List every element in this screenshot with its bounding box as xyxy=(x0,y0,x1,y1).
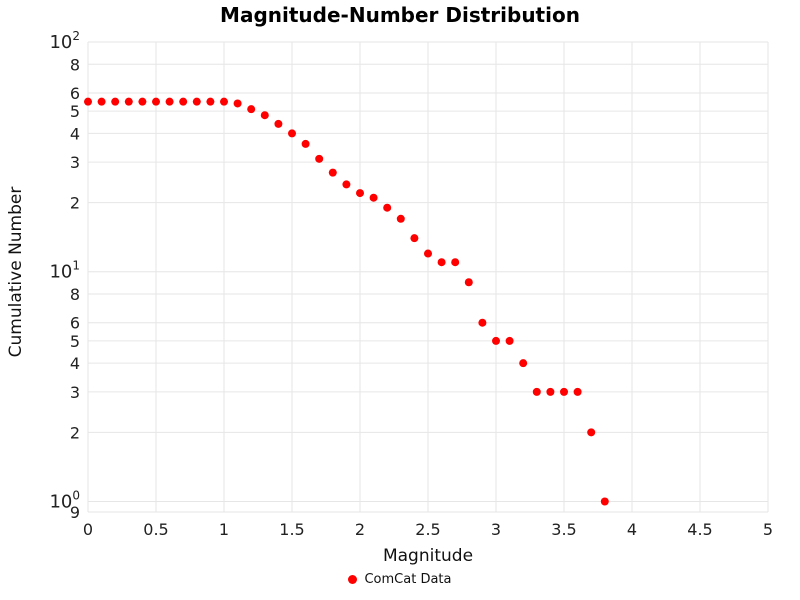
data-point[interactable] xyxy=(288,129,296,138)
data-point[interactable] xyxy=(532,387,541,396)
y-tick-label: 9 xyxy=(70,503,80,522)
y-tick-label: 4 xyxy=(70,354,80,373)
x-tick-label: 3 xyxy=(491,520,501,539)
data-point[interactable] xyxy=(315,154,324,163)
data-point[interactable] xyxy=(437,258,446,267)
y-tick-label: 3 xyxy=(70,153,80,172)
x-tick-label: 1 xyxy=(219,520,229,539)
data-point[interactable] xyxy=(165,97,174,106)
data-point[interactable] xyxy=(396,214,405,223)
data-point[interactable] xyxy=(84,97,92,106)
data-point[interactable] xyxy=(464,278,473,287)
data-point[interactable] xyxy=(233,99,242,108)
data-point[interactable] xyxy=(505,336,514,345)
data-point[interactable] xyxy=(111,97,120,106)
y-tick-label: 6 xyxy=(70,84,80,103)
data-point[interactable] xyxy=(206,97,215,106)
data-point[interactable] xyxy=(192,97,201,106)
data-point[interactable] xyxy=(152,97,160,106)
data-point[interactable] xyxy=(546,387,555,396)
y-tick-label: 4 xyxy=(70,124,80,143)
data-point[interactable] xyxy=(124,97,133,106)
data-point[interactable] xyxy=(478,318,487,327)
y-tick-label: 8 xyxy=(70,55,80,74)
x-tick-label: 3.5 xyxy=(551,520,576,539)
y-tick-label: 2 xyxy=(70,423,80,442)
y-tick-label: 5 xyxy=(70,102,80,121)
data-point[interactable] xyxy=(600,497,609,506)
data-point[interactable] xyxy=(342,180,351,189)
x-tick-label: 4 xyxy=(627,520,637,539)
data-point[interactable] xyxy=(451,258,460,267)
data-point[interactable] xyxy=(247,105,256,114)
y-tick-label: 101 xyxy=(49,259,80,283)
y-tick-label: 3 xyxy=(70,383,80,402)
legend-marker-icon xyxy=(348,575,358,584)
x-tick-label: 1.5 xyxy=(279,520,304,539)
y-tick-label: 6 xyxy=(70,314,80,333)
data-point[interactable] xyxy=(356,189,364,198)
chart-title: Magnitude-Number Distribution xyxy=(220,3,580,27)
data-point[interactable] xyxy=(573,387,582,396)
data-point[interactable] xyxy=(260,111,269,120)
data-point[interactable] xyxy=(301,139,310,148)
x-tick-label: 0 xyxy=(83,520,93,539)
data-point[interactable] xyxy=(274,119,283,128)
data-point[interactable] xyxy=(328,168,337,177)
data-point[interactable] xyxy=(383,203,392,212)
x-tick-label: 0.5 xyxy=(143,520,168,539)
data-point[interactable] xyxy=(492,336,500,345)
data-point[interactable] xyxy=(179,97,188,106)
data-point[interactable] xyxy=(220,97,228,106)
y-axis-title: Cumulative Number xyxy=(6,186,26,358)
x-tick-label: 2.5 xyxy=(415,520,440,539)
x-tick-label: 5 xyxy=(763,520,773,539)
data-point[interactable] xyxy=(587,428,596,437)
data-point[interactable] xyxy=(369,193,378,202)
x-tick-label: 4.5 xyxy=(687,520,712,539)
y-tick-label: 102 xyxy=(49,29,80,53)
legend-label: ComCat Data xyxy=(364,572,452,587)
data-point[interactable] xyxy=(410,234,419,243)
legend-item[interactable]: ComCat Data xyxy=(0,572,800,587)
data-point[interactable] xyxy=(97,97,106,106)
y-tick-label: 5 xyxy=(70,332,80,351)
y-tick-label: 2 xyxy=(70,194,80,213)
y-tick-label: 100 xyxy=(49,488,80,512)
y-tick-label: 8 xyxy=(70,285,80,304)
data-point[interactable] xyxy=(138,97,147,106)
data-point[interactable] xyxy=(519,359,528,368)
x-axis-title: Magnitude xyxy=(382,546,474,566)
data-point[interactable] xyxy=(424,249,432,258)
data-point[interactable] xyxy=(560,387,568,396)
x-tick-label: 2 xyxy=(355,520,365,539)
